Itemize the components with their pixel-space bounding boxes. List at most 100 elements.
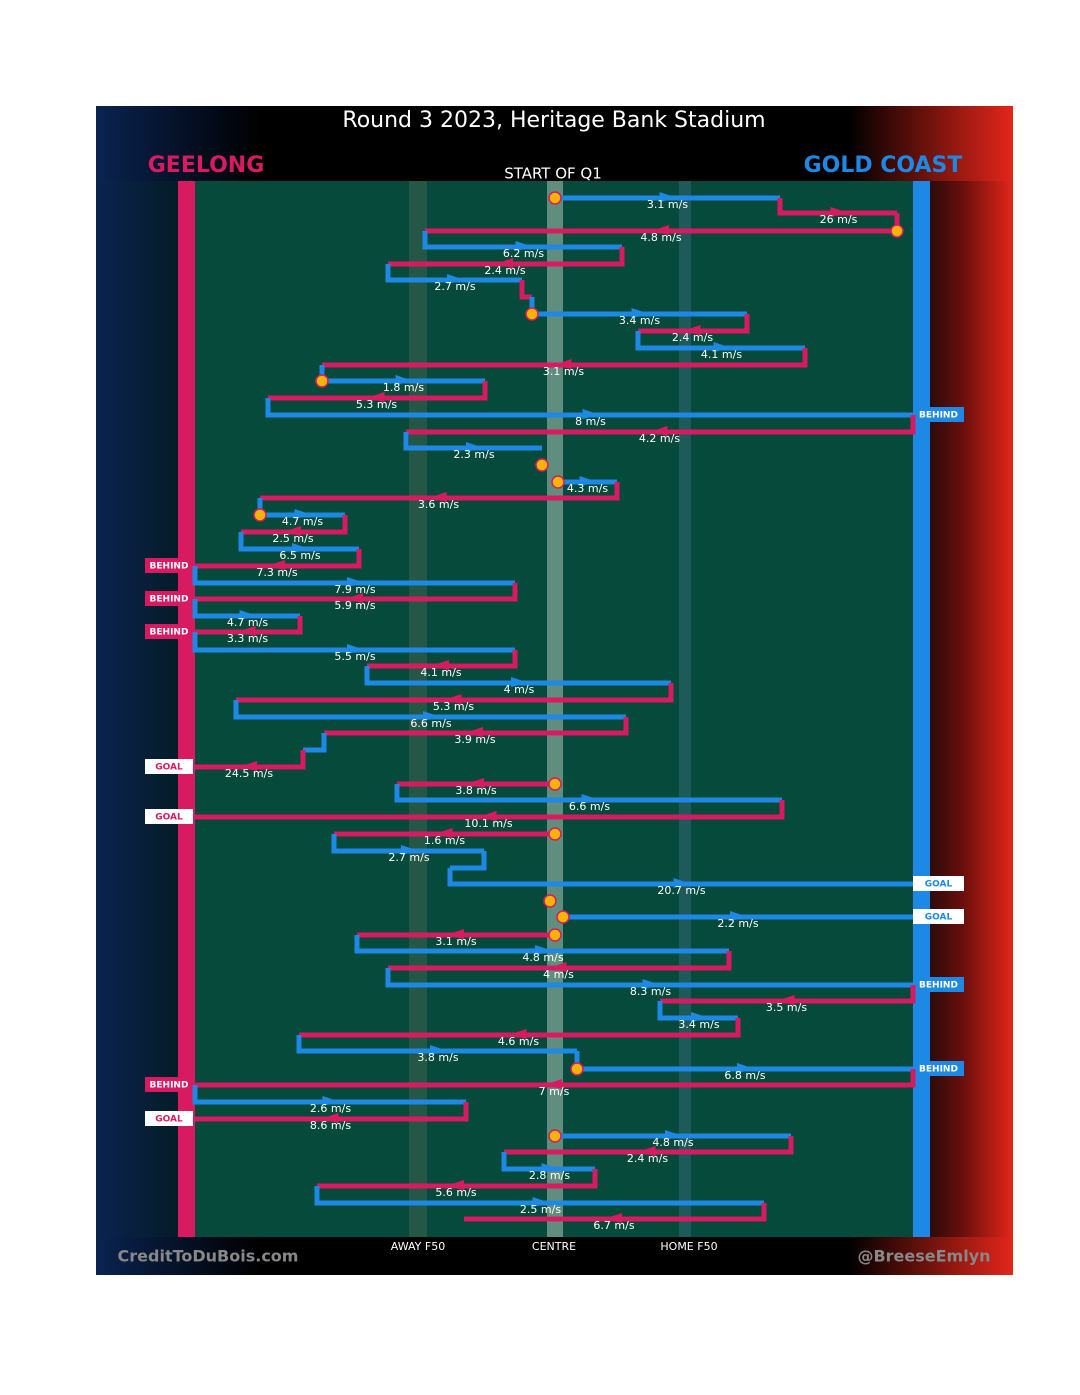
ball-path — [519, 280, 532, 300]
field-label: AWAY F50 — [391, 1240, 445, 1253]
arrow — [431, 660, 449, 670]
ball-path — [367, 650, 518, 669]
result-label: GOAL — [155, 763, 183, 773]
speed-label: 7 m/s — [539, 1085, 570, 1098]
arrow — [239, 761, 257, 771]
speed-label: 3.4 m/s — [678, 1018, 719, 1031]
ball-path — [195, 1069, 916, 1088]
ball-path — [192, 599, 300, 619]
ball-path — [364, 666, 671, 686]
arrow — [582, 409, 601, 419]
speed-label: 3.8 m/s — [455, 784, 496, 797]
ball-path — [260, 482, 620, 501]
ball-path — [385, 968, 913, 988]
speed-label: 2.7 m/s — [388, 851, 429, 864]
ball-path — [385, 264, 522, 283]
ball-path — [195, 549, 362, 569]
arrow — [830, 207, 849, 217]
stoppage — [890, 224, 904, 238]
arrow — [478, 811, 497, 821]
arrow — [511, 677, 529, 687]
speed-label: 2.4 m/s — [672, 331, 713, 344]
ball-path — [447, 868, 913, 887]
centre-stripe — [547, 181, 563, 1237]
speed-label: 3.4 m/s — [619, 314, 660, 327]
ball-path — [777, 198, 897, 216]
ball-path — [192, 1085, 466, 1105]
ball-path — [195, 750, 306, 770]
arrow — [665, 1130, 683, 1140]
stoppage — [525, 307, 539, 321]
ball-path — [388, 951, 732, 971]
arrow — [682, 325, 701, 335]
arrow — [532, 1197, 551, 1207]
speed-label: 4.7 m/s — [282, 515, 323, 528]
arrow — [345, 593, 363, 603]
arrow — [631, 308, 650, 318]
speed-label: 3.8 m/s — [417, 1051, 458, 1064]
ball-path — [236, 683, 674, 703]
away-team: GOLD COAST — [804, 153, 963, 178]
arrow — [430, 1045, 448, 1055]
stoppage — [548, 191, 562, 205]
arrow — [446, 929, 464, 939]
arrow — [579, 476, 598, 486]
ball-path — [501, 1152, 595, 1172]
geelong-goal-line — [178, 181, 195, 1237]
arrow — [495, 258, 513, 268]
arrow — [320, 1113, 339, 1123]
arrow — [691, 1012, 709, 1022]
result-label: BEHIND — [150, 562, 189, 572]
stoppage — [543, 894, 557, 908]
away-f50-stripe — [409, 181, 427, 1237]
arrow — [239, 610, 258, 620]
arrow — [466, 778, 484, 788]
speed-label: 1.6 m/s — [424, 834, 465, 847]
ball-path — [388, 247, 625, 267]
speed-label: 2.5 m/s — [272, 532, 313, 545]
arrow — [535, 945, 553, 955]
home-f50-stripe — [679, 181, 691, 1237]
title: Round 3 2023, Heritage Bank Stadium — [342, 108, 765, 133]
arrow — [443, 694, 462, 704]
result-tag — [145, 1077, 193, 1092]
arrow — [322, 1096, 341, 1106]
result-label: BEHIND — [150, 628, 189, 638]
arrow — [466, 442, 484, 452]
arrow — [541, 1163, 560, 1173]
speed-label: 2.6 m/s — [310, 1102, 351, 1115]
arrow — [642, 979, 661, 989]
arrow — [713, 342, 732, 352]
speed-label: 3.1 m/s — [435, 935, 476, 948]
ball-path — [450, 851, 487, 871]
result-tag — [145, 1111, 193, 1126]
stoppage — [548, 1129, 562, 1143]
home-team: GEELONG — [148, 153, 265, 178]
speed-label: 8 m/s — [575, 415, 606, 428]
ball-path — [195, 1102, 469, 1122]
result-tag — [913, 407, 964, 422]
ball-path — [322, 348, 808, 368]
ball-path — [394, 784, 782, 803]
ball-path — [265, 398, 913, 418]
speed-label: 4.7 m/s — [227, 616, 268, 629]
arrow — [659, 192, 678, 202]
stoppage — [570, 1062, 584, 1076]
result-tag — [913, 1061, 964, 1076]
stoppage — [551, 475, 565, 489]
result-label: GOAL — [155, 1115, 183, 1125]
arrow — [515, 241, 534, 251]
result-label: GOAL — [925, 913, 953, 923]
ball-path — [233, 700, 626, 720]
arrow — [673, 878, 692, 888]
arrow — [347, 577, 365, 587]
period: START OF Q1 — [504, 165, 602, 183]
arrow — [428, 492, 447, 502]
ball-path — [195, 800, 785, 820]
ball-path — [464, 1203, 767, 1222]
arrow — [237, 626, 256, 636]
speed-label: 2.5 m/s — [520, 1203, 561, 1216]
speed-label: 2.8 m/s — [529, 1169, 570, 1182]
result-label: BEHIND — [919, 1065, 958, 1075]
